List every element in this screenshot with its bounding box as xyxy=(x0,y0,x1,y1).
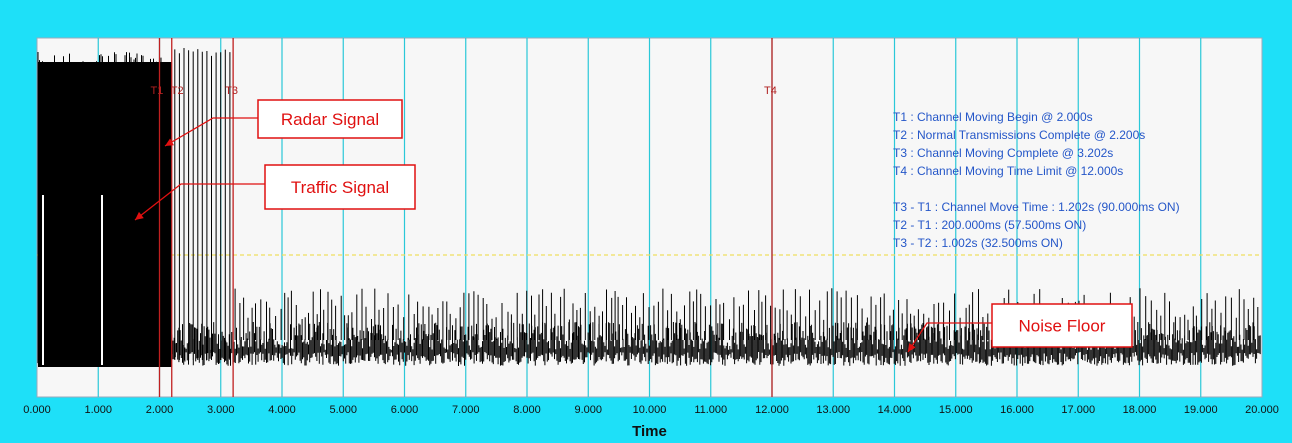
x-tick-label: 13.000 xyxy=(816,404,850,416)
x-tick-label: 8.000 xyxy=(513,404,541,416)
x-tick-label: 7.000 xyxy=(452,404,480,416)
info-line: T3 - T1 : Channel Move Time : 1.202s (90… xyxy=(893,200,1180,214)
callout-label: Radar Signal xyxy=(281,110,379,129)
x-tick-label: 1.000 xyxy=(84,404,112,416)
x-tick-label: 11.000 xyxy=(694,404,727,416)
callout-box xyxy=(991,303,1133,348)
x-tick-label: 6.000 xyxy=(391,404,419,416)
callout-arrowhead xyxy=(135,211,144,220)
info-text-block: T1 : Channel Moving Begin @ 2.000s T2 : N… xyxy=(893,110,1180,250)
marker-label: T3 xyxy=(225,85,238,97)
signal-trace xyxy=(37,48,1261,367)
x-tick-label: 17.000 xyxy=(1061,404,1095,416)
callout-arrowhead xyxy=(165,138,174,146)
callouts: Radar Signal Traffic Signal Noise Floor xyxy=(134,99,1133,353)
marker-label: T2 xyxy=(171,85,184,97)
x-tick-labels: 0.000 1.000 2.000 3.000 4.000 5.000 6.000 7.000… xyxy=(23,404,1279,416)
x-tick-label: 9.000 xyxy=(574,404,602,416)
callout-label: Noise Floor xyxy=(1019,317,1106,336)
x-tick-label: 20.000 xyxy=(1245,404,1279,416)
x-tick-label: 14.000 xyxy=(878,404,912,416)
x-tick-label: 12.000 xyxy=(755,404,789,416)
x-tick-label: 5.000 xyxy=(329,404,357,416)
info-line: T2 - T1 : 200.000ms (57.500ms ON) xyxy=(893,218,1086,232)
marker-label: T1 xyxy=(151,85,164,97)
info-line: T3 - T2 : 1.002s (32.500ms ON) xyxy=(893,236,1063,250)
callout-arrow xyxy=(164,117,258,147)
x-tick-label: 3.000 xyxy=(207,404,235,416)
x-tick-label: 0.000 xyxy=(23,404,51,416)
x-tick-label: 2.000 xyxy=(146,404,174,416)
x-tick-label: 15.000 xyxy=(939,404,973,416)
time-markers: T1 T2 T3 T4 xyxy=(151,38,777,397)
signal-path xyxy=(37,48,1261,366)
x-tick-label: 18.000 xyxy=(1123,404,1157,416)
x-tick-label: 10.000 xyxy=(633,404,667,416)
callout-box xyxy=(257,99,403,139)
callout-label: Traffic Signal xyxy=(291,178,389,197)
callout-box xyxy=(264,164,416,210)
info-line: T4 : Channel Moving Time Limit @ 12.000s xyxy=(893,164,1123,178)
info-line: T3 : Channel Moving Complete @ 3.202s xyxy=(893,146,1113,160)
callout-arrow xyxy=(134,183,265,221)
callout-arrow xyxy=(907,322,992,353)
marker-label: T4 xyxy=(764,85,777,97)
x-axis-title: Time xyxy=(632,423,667,440)
x-tick-label: 16.000 xyxy=(1000,404,1034,416)
info-line: T2 : Normal Transmissions Complete @ 2.2… xyxy=(893,128,1145,142)
callout-arrowhead xyxy=(908,343,916,352)
x-tick-label: 4.000 xyxy=(268,404,296,416)
info-line: T1 : Channel Moving Begin @ 2.000s xyxy=(893,110,1093,124)
x-tick-label: 19.000 xyxy=(1184,404,1218,416)
